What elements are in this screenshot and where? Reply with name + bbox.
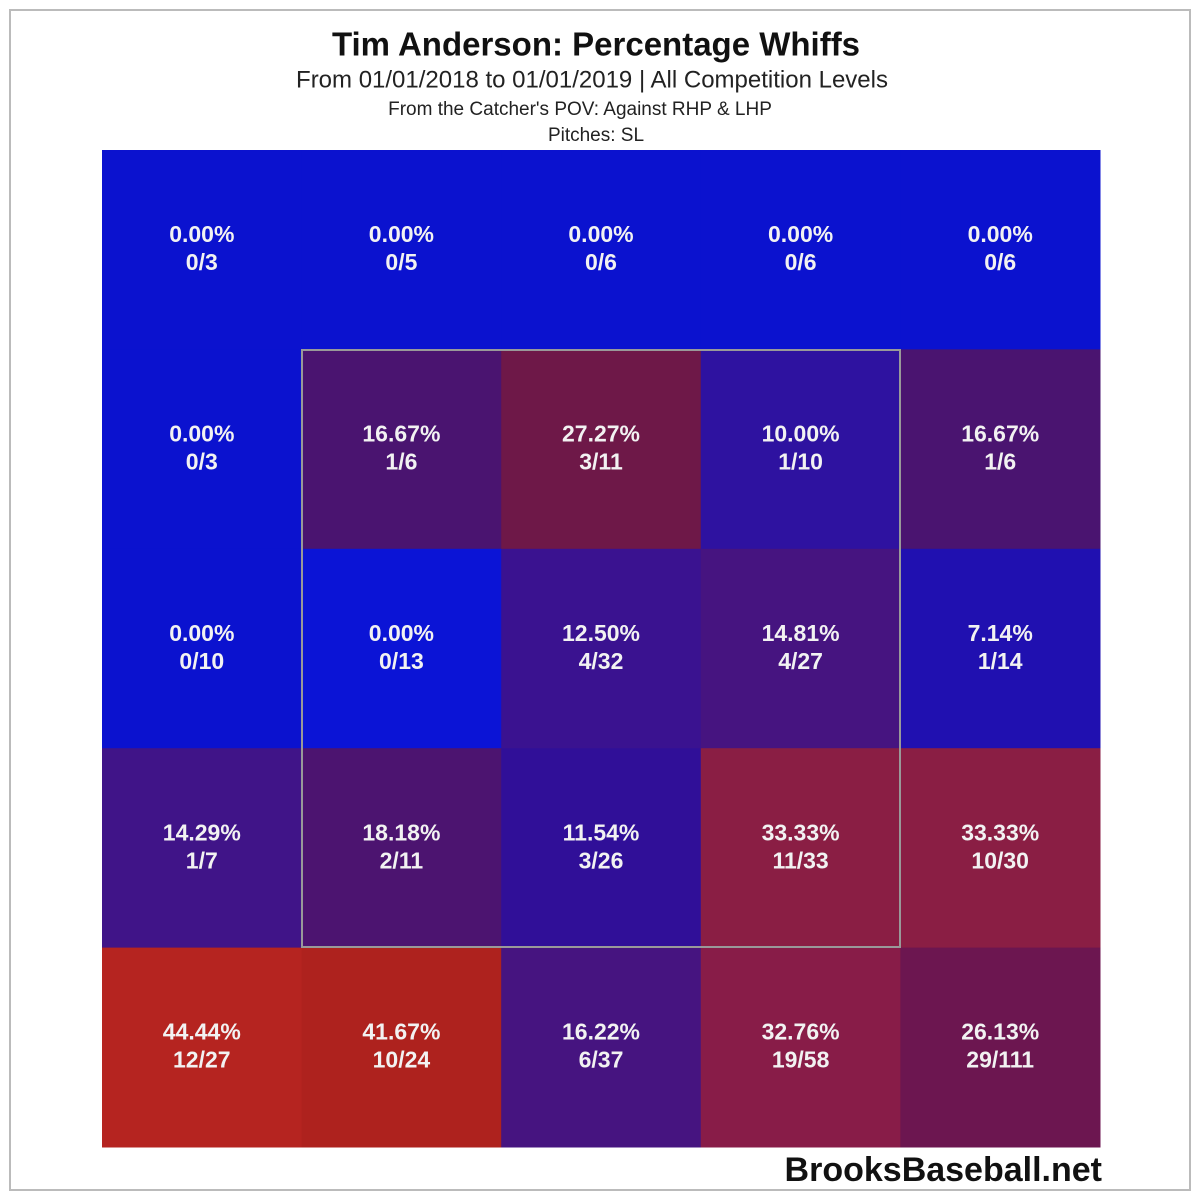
cell — [102, 349, 303, 550]
cell-value-label: 11.54% — [563, 819, 640, 845]
cell-count-label: 3/26 — [579, 847, 624, 873]
cell-value-label: 32.76% — [762, 1019, 840, 1045]
chart-title: Tim Anderson: Percentage Whiffs — [332, 26, 860, 63]
cell-count-label: 11/33 — [772, 847, 828, 873]
cell-value-label: 16.67% — [961, 420, 1039, 446]
strike-zone — [301, 349, 901, 948]
subtitle: From the Catcher's POV: Against RHP & LH… — [388, 99, 772, 120]
cell-value-label: 16.67% — [362, 420, 440, 446]
cell-value-label: 14.29% — [163, 819, 241, 845]
cell-count-label: 2/11 — [380, 847, 424, 873]
cell — [102, 748, 303, 949]
cell-value-label: 0.00% — [369, 221, 434, 247]
cell-count-label: 0/6 — [785, 249, 817, 275]
cell-value-label: 0.00% — [169, 620, 234, 646]
cell — [900, 548, 1101, 749]
cell-count-label: 1/7 — [186, 847, 218, 873]
cell-count-label: 3/11 — [579, 448, 623, 474]
cell — [501, 947, 702, 1148]
cell — [301, 548, 502, 749]
cell — [900, 748, 1101, 949]
cell-count-label: 1/14 — [978, 648, 1023, 674]
cell-count-label: 0/5 — [385, 249, 417, 275]
cell — [102, 548, 303, 749]
subtitle: From 01/01/2018 to 01/01/2019 | All Comp… — [296, 66, 888, 93]
cell-value-label: 44.44% — [163, 1019, 241, 1045]
cell-value-label: 10.00% — [762, 420, 840, 446]
cell-count-label: 1/10 — [778, 448, 823, 474]
cell-value-label: 0.00% — [568, 221, 633, 247]
cell-count-label: 4/27 — [778, 648, 823, 674]
cell-count-label: 29/111 — [966, 1047, 1034, 1073]
cell — [700, 748, 901, 949]
cell-count-label: 0/3 — [186, 249, 218, 275]
cell-count-label: 0/6 — [984, 249, 1016, 275]
cell-value-label: 41.67% — [362, 1019, 440, 1045]
cell-count-label: 10/24 — [373, 1047, 431, 1073]
cell-count-label: 1/6 — [385, 448, 417, 474]
cell — [102, 150, 303, 350]
cell — [301, 748, 502, 949]
source: BrooksBaseball.net — [785, 1151, 1102, 1189]
cell — [102, 947, 303, 1148]
cell — [700, 349, 901, 550]
cell-value-label: 26.13% — [961, 1019, 1039, 1045]
cell-count-label: 0/13 — [379, 648, 424, 674]
heatmap: 0.00%0/30.00%0/50.00%0/60.00%0/60.00%0/6… — [102, 150, 1101, 1148]
cell-value-label: 12.50% — [562, 620, 640, 646]
cell-value-label: 0.00% — [169, 221, 234, 247]
cell-value-label: 27.27% — [562, 420, 640, 446]
cell-value-label: 0.00% — [968, 221, 1033, 247]
subtitle: Pitches: SL — [548, 125, 644, 146]
cell-count-label: 0/3 — [186, 448, 218, 474]
cell-value-label: 33.33% — [762, 819, 840, 845]
cell-value-label: 0.00% — [369, 620, 434, 646]
cell-value-label: 33.33% — [961, 819, 1039, 845]
cell — [900, 150, 1101, 350]
cell — [301, 349, 502, 550]
cell — [501, 150, 702, 350]
cell-count-label: 12/27 — [173, 1047, 231, 1073]
cell-count-label: 0/10 — [179, 648, 224, 674]
cell — [301, 947, 502, 1148]
cell — [900, 349, 1101, 550]
cell — [501, 548, 702, 749]
cell-value-label: 7.14% — [968, 620, 1033, 646]
cell-count-label: 4/32 — [579, 648, 624, 674]
cell-value-label: 14.81% — [762, 620, 840, 646]
cell — [301, 150, 502, 350]
cell — [501, 349, 702, 550]
cell-count-label: 19/58 — [772, 1047, 830, 1073]
cell-value-label: 0.00% — [768, 221, 833, 247]
cell-count-label: 1/6 — [984, 448, 1016, 474]
cell — [700, 548, 901, 749]
cell-value-label: 18.18% — [362, 819, 440, 845]
cell-count-label: 6/37 — [579, 1047, 624, 1073]
cell — [700, 150, 901, 350]
cell-count-label: 0/6 — [585, 249, 617, 275]
cell — [700, 947, 901, 1148]
cell — [900, 947, 1101, 1148]
cell-count-label: 10/30 — [971, 847, 1029, 873]
cell — [501, 748, 702, 949]
cell-value-label: 0.00% — [169, 420, 234, 446]
cell-value-label: 16.22% — [562, 1019, 640, 1045]
